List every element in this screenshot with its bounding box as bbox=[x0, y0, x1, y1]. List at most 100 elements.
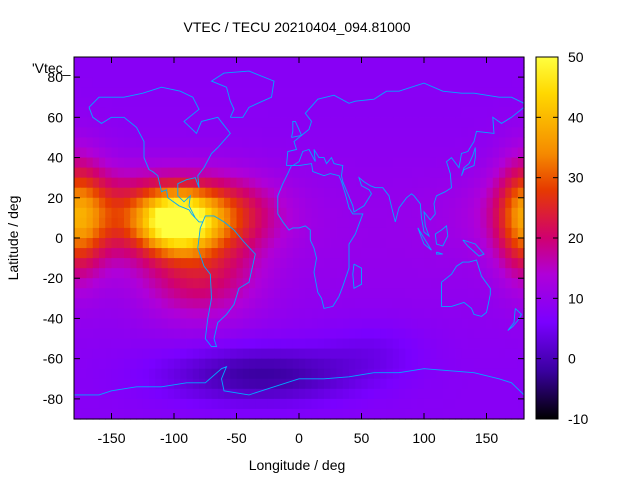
heatmap-cell bbox=[111, 288, 119, 299]
heatmap-cell bbox=[305, 177, 313, 189]
heatmap-cell bbox=[124, 318, 131, 330]
heatmap-cell bbox=[442, 117, 450, 128]
heatmap-cell bbox=[74, 127, 81, 139]
heatmap-cell bbox=[317, 67, 325, 78]
heatmap-cell bbox=[236, 368, 244, 380]
heatmap-cell bbox=[180, 187, 188, 199]
heatmap-cell bbox=[105, 238, 113, 249]
heatmap-cell bbox=[349, 338, 356, 350]
heatmap-cell bbox=[330, 258, 338, 269]
heatmap-cell bbox=[361, 57, 369, 68]
heatmap-cell bbox=[130, 197, 138, 209]
heatmap-cell bbox=[255, 338, 263, 350]
heatmap-cell bbox=[442, 268, 450, 279]
heatmap-cell bbox=[230, 197, 238, 209]
heatmap-cell bbox=[249, 107, 256, 118]
heatmap-cell bbox=[74, 328, 81, 340]
heatmap-cell bbox=[105, 197, 113, 209]
heatmap-cell bbox=[105, 217, 113, 229]
heatmap-cell bbox=[130, 57, 138, 68]
heatmap-cell bbox=[492, 408, 500, 420]
heatmap-cell bbox=[374, 278, 381, 289]
heatmap-cell bbox=[261, 348, 269, 360]
heatmap-cell bbox=[205, 368, 213, 380]
heatmap-cell bbox=[261, 217, 269, 229]
heatmap-cell bbox=[449, 238, 456, 249]
heatmap-cell bbox=[267, 318, 275, 330]
heatmap-cell bbox=[511, 358, 519, 370]
heatmap-cell bbox=[186, 318, 194, 330]
heatmap-cell bbox=[292, 207, 300, 219]
heatmap-cell bbox=[292, 107, 300, 118]
heatmap-cell bbox=[74, 207, 81, 219]
heatmap-cell bbox=[492, 338, 500, 350]
heatmap-cell bbox=[430, 87, 438, 98]
heatmap-cell bbox=[105, 348, 113, 360]
heatmap-cell bbox=[374, 248, 381, 259]
heatmap-cell bbox=[492, 167, 500, 179]
heatmap-cell bbox=[130, 67, 138, 78]
heatmap-cell bbox=[392, 378, 400, 390]
heatmap-cell bbox=[261, 107, 269, 118]
heatmap-cell bbox=[255, 87, 263, 98]
heatmap-cell bbox=[436, 117, 444, 128]
heatmap-cell bbox=[136, 107, 144, 118]
heatmap-cell bbox=[511, 338, 519, 350]
heatmap-cell bbox=[167, 358, 175, 370]
heatmap-cell bbox=[174, 207, 181, 219]
heatmap-cell bbox=[305, 378, 313, 390]
heatmap-cell bbox=[142, 97, 150, 108]
heatmap-cell bbox=[267, 278, 275, 289]
heatmap-cell bbox=[149, 398, 156, 410]
heatmap-cell bbox=[374, 177, 381, 189]
heatmap-cell bbox=[380, 97, 388, 108]
heatmap-cell bbox=[324, 167, 331, 179]
heatmap-cell bbox=[111, 298, 119, 309]
heatmap-cell bbox=[311, 388, 319, 400]
heatmap-cell bbox=[92, 348, 100, 360]
heatmap-cell bbox=[242, 177, 250, 189]
heatmap-cell bbox=[142, 127, 150, 139]
heatmap-cell bbox=[442, 97, 450, 108]
heatmap-cell bbox=[486, 338, 494, 350]
heatmap-cell bbox=[217, 67, 225, 78]
heatmap-cell bbox=[517, 248, 525, 259]
heatmap-cell bbox=[124, 268, 131, 279]
heatmap-cell bbox=[236, 77, 244, 88]
heatmap-cell bbox=[161, 157, 169, 169]
colorbar-tick-label: 0 bbox=[568, 351, 576, 367]
heatmap-cell bbox=[192, 328, 200, 340]
heatmap-cell bbox=[442, 67, 450, 78]
heatmap-cell bbox=[99, 127, 106, 139]
heatmap-cell bbox=[205, 117, 213, 128]
heatmap-cell bbox=[86, 348, 94, 360]
heatmap-cell bbox=[255, 368, 263, 380]
heatmap-cell bbox=[267, 97, 275, 108]
heatmap-cell bbox=[505, 127, 513, 139]
heatmap-cell bbox=[449, 308, 456, 320]
heatmap-cell bbox=[86, 368, 94, 380]
heatmap-cell bbox=[86, 398, 94, 410]
heatmap-cell bbox=[142, 147, 150, 159]
heatmap-cell bbox=[105, 298, 113, 309]
heatmap-cell bbox=[480, 137, 488, 149]
heatmap-cell bbox=[374, 288, 381, 299]
heatmap-cell bbox=[180, 207, 188, 219]
heatmap-cell bbox=[355, 197, 363, 209]
heatmap-cell bbox=[324, 57, 331, 68]
heatmap-cell bbox=[505, 278, 513, 289]
heatmap-cell bbox=[424, 378, 431, 390]
heatmap-cell bbox=[374, 127, 381, 139]
heatmap-cell bbox=[111, 338, 119, 350]
heatmap-cell bbox=[486, 378, 494, 390]
heatmap-cell bbox=[267, 338, 275, 350]
heatmap-cell bbox=[174, 348, 181, 360]
heatmap-cell bbox=[174, 358, 181, 370]
heatmap-cell bbox=[511, 368, 519, 380]
heatmap-cell bbox=[380, 77, 388, 88]
heatmap-cell bbox=[430, 308, 438, 320]
heatmap-cell bbox=[117, 408, 125, 420]
heatmap-cell bbox=[105, 288, 113, 299]
heatmap-cell bbox=[417, 177, 425, 189]
heatmap-cell bbox=[105, 77, 113, 88]
